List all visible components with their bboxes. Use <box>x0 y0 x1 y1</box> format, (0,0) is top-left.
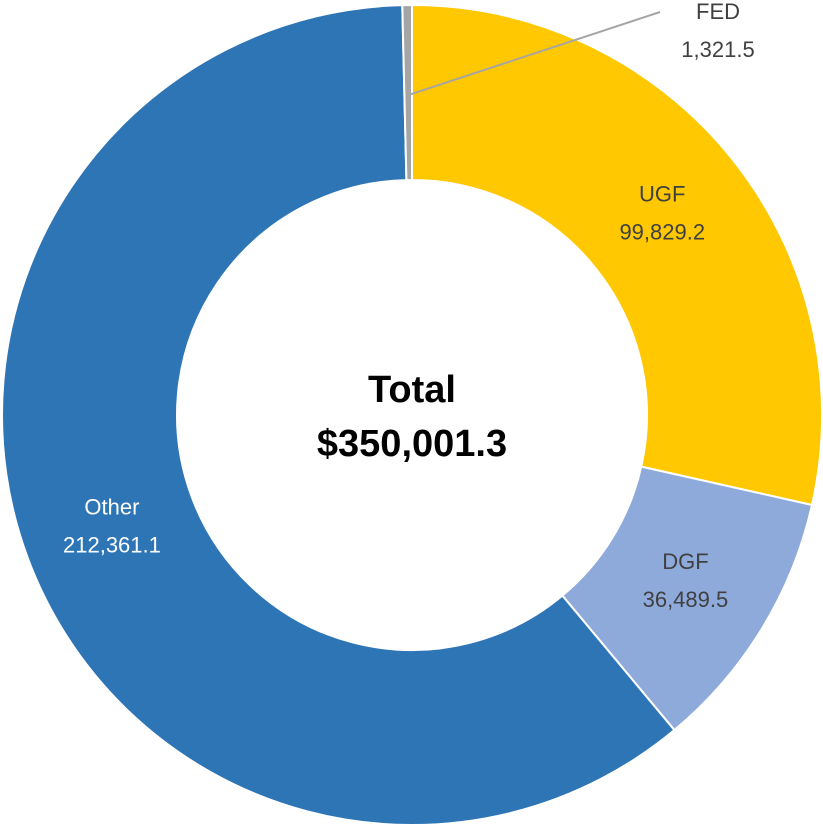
slice <box>1 4 676 826</box>
slice <box>411 3 823 507</box>
labels: UGF 99,829.2 DGF 36,489.5 Other 212,361.1 FED 1… <box>63 0 755 612</box>
center-total: $350,001.3 <box>317 423 507 465</box>
slice-category: FED <box>696 0 740 24</box>
leader-line <box>407 11 661 96</box>
slice-category: DGF <box>662 549 708 574</box>
slice-value: 212,361.1 <box>63 532 161 557</box>
center-title: Total <box>368 369 456 411</box>
slice-category: Other <box>84 494 139 519</box>
slice-value: 1,321.5 <box>681 37 754 62</box>
slice <box>401 3 413 182</box>
slice-category: UGF <box>639 182 685 207</box>
slice-value: 36,489.5 <box>643 587 729 612</box>
slice-value: 99,829.2 <box>619 220 705 245</box>
slices <box>1 3 823 826</box>
